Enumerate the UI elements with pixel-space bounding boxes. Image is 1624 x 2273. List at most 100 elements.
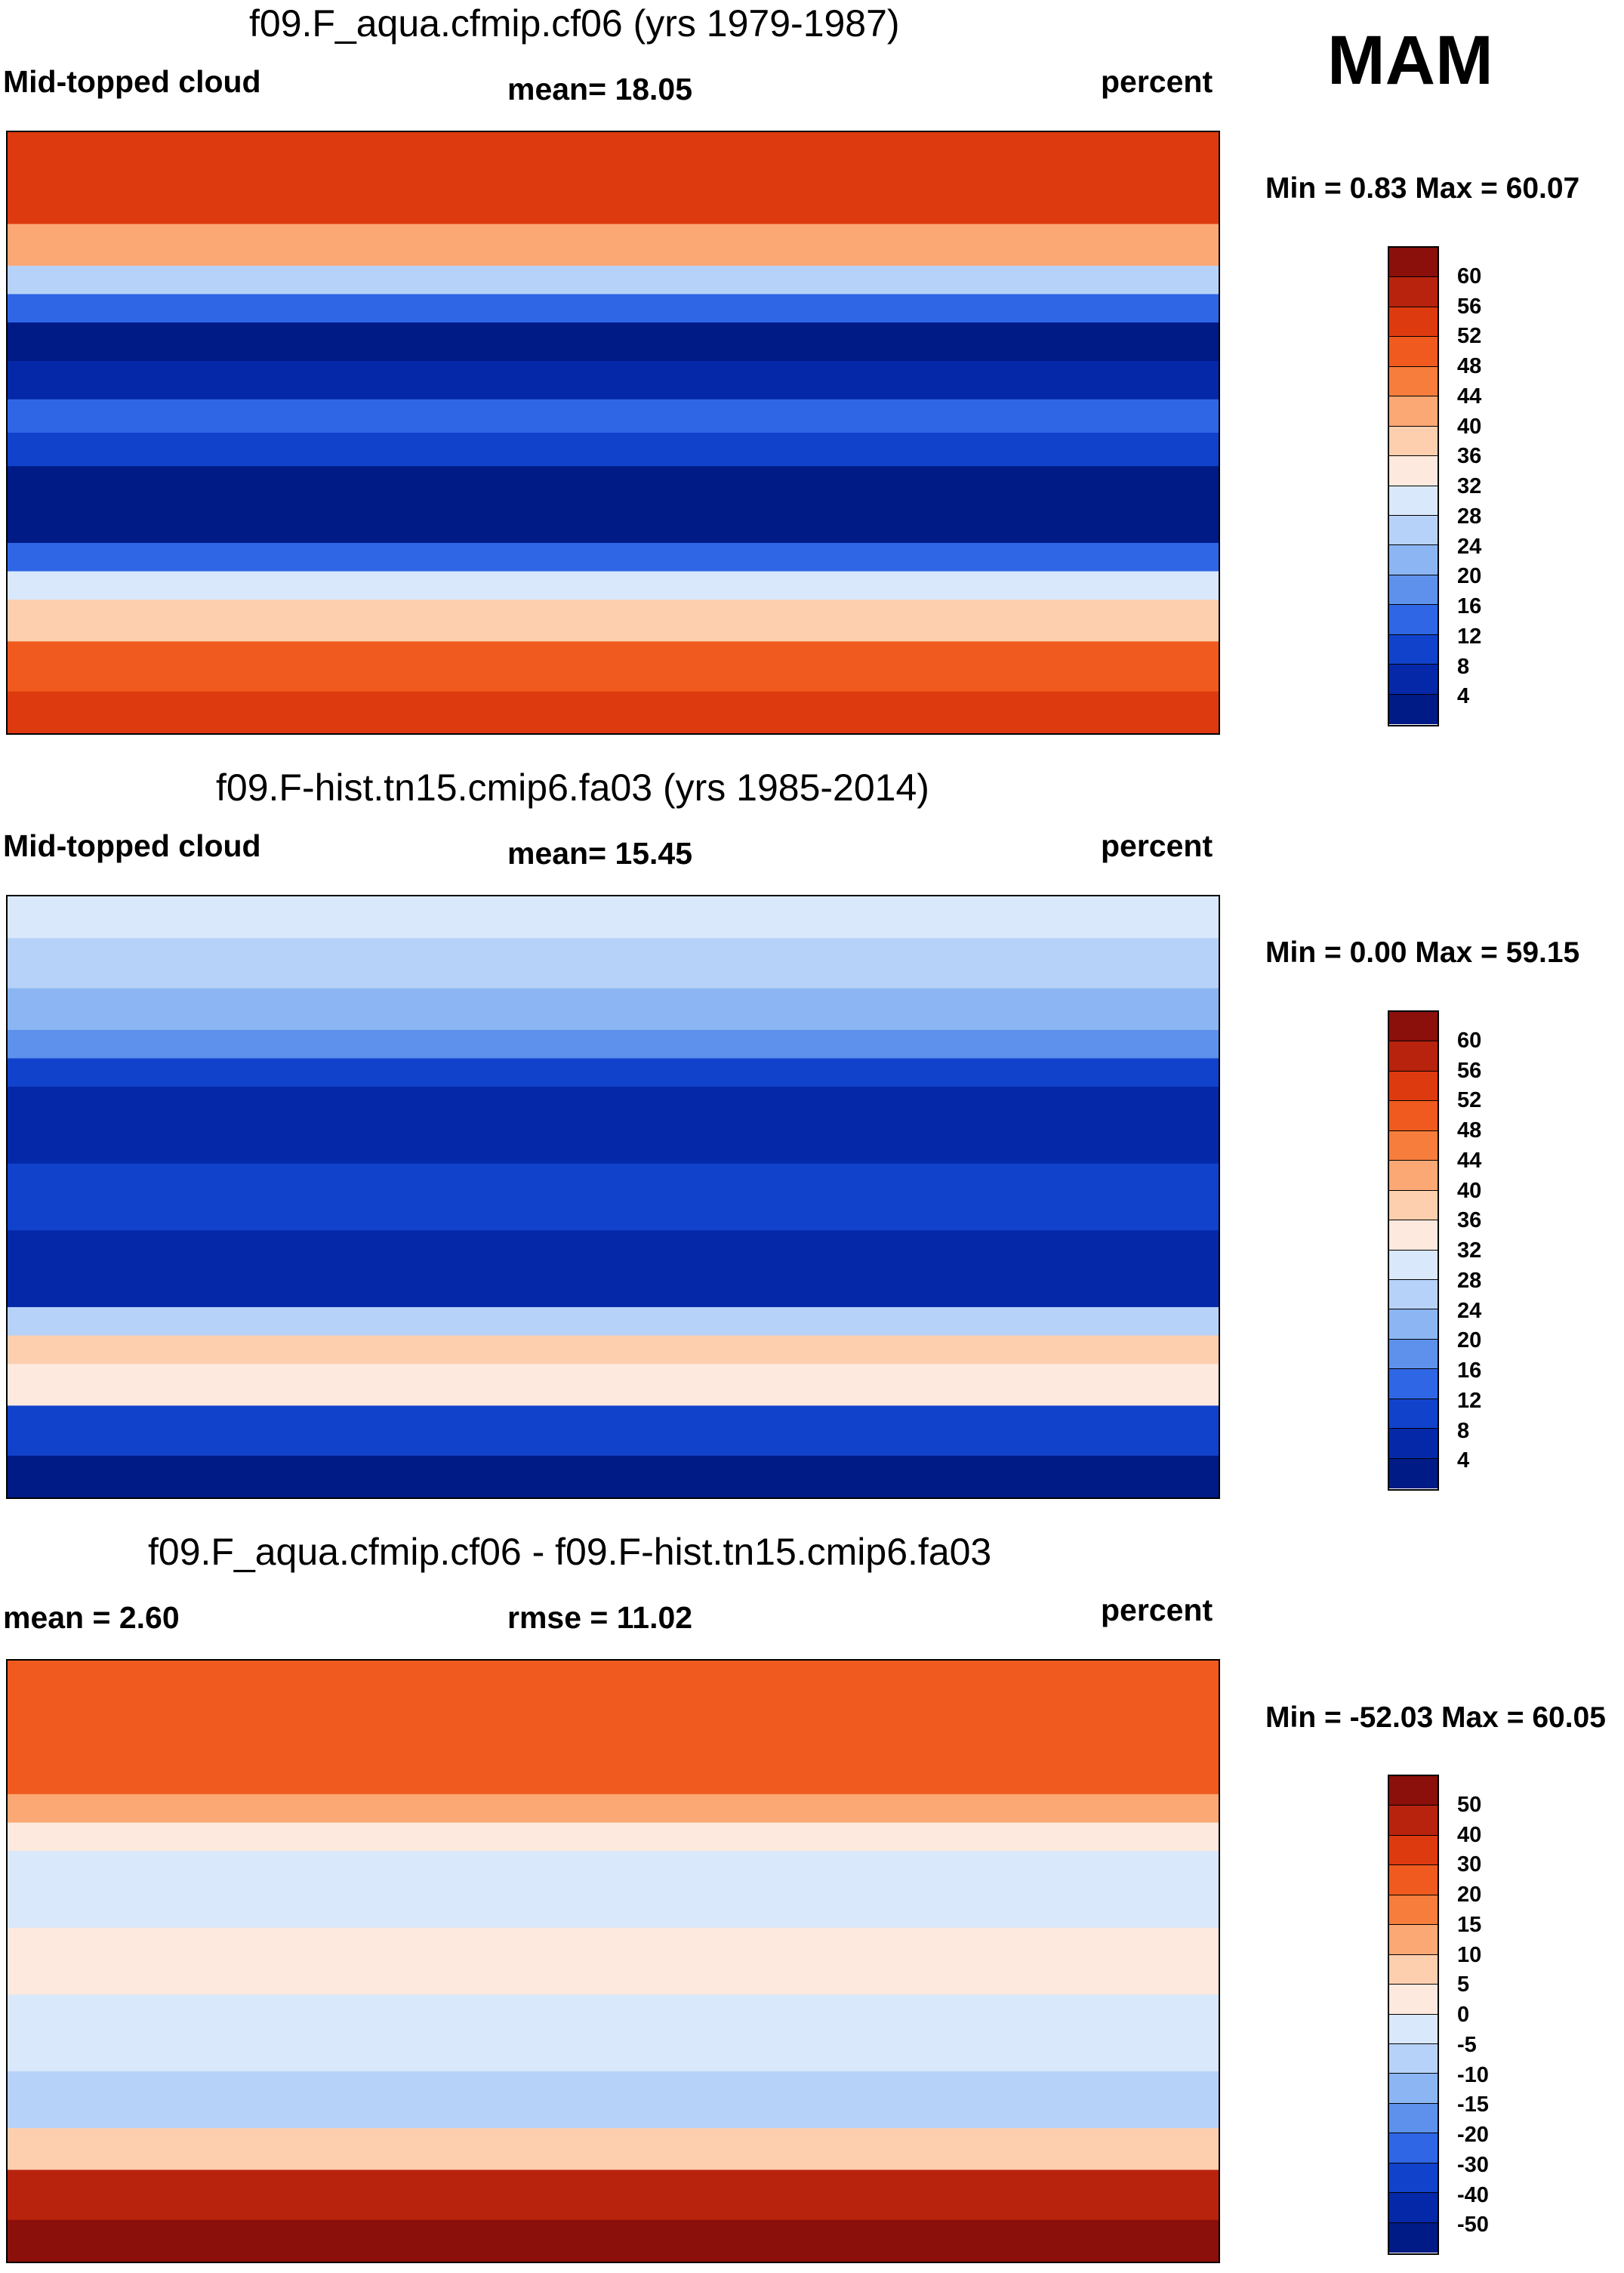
panel-3-colorbar-tick: 20: [1457, 1883, 1482, 1907]
panel-2-colorbar-swatch: [1389, 1190, 1438, 1221]
panel-1-colorbar-tick: 48: [1457, 354, 1482, 378]
panel-1-zonal-band: [8, 542, 1219, 572]
panel-1-colorbar-swatch: [1389, 277, 1438, 307]
panel-3-colorbar-swatch: [1389, 2133, 1438, 2164]
panel-3-colorbar-swatch: [1389, 2103, 1438, 2134]
panel-1-zonal-band: [8, 132, 1219, 175]
panel-2-zonal-band: [8, 896, 1219, 939]
panel-1-zonal-band: [8, 571, 1219, 601]
panel-3-colorbar-swatch: [1389, 2163, 1438, 2194]
panel-3-colorbar-tick: 5: [1457, 1972, 1470, 1997]
panel-1-colorbar-tick: 52: [1457, 324, 1482, 349]
panel-2-colorbar-tick: 36: [1457, 1208, 1482, 1233]
panel-3-colorbar-swatch: [1389, 1806, 1438, 1836]
panel-2-zonal-band: [8, 1058, 1219, 1088]
panel-1-colorbar-tick: 56: [1457, 294, 1482, 319]
panel-2-zonal-band: [8, 1364, 1219, 1407]
panel-1-units-label: percent: [1101, 64, 1213, 99]
panel-1-zonal-band: [8, 294, 1219, 324]
panel-1-colorbar-swatch: [1389, 307, 1438, 338]
panel-3-colorbar-swatch: [1389, 2222, 1438, 2253]
panel-1-map-svg: [8, 132, 1219, 733]
panel-2-colorbar-swatch: [1389, 1071, 1438, 1102]
panel-1-colorbar-tick: 44: [1457, 384, 1482, 409]
panel-2-units-label: percent: [1101, 828, 1213, 863]
panel-2-colorbar-tick: 12: [1457, 1388, 1482, 1413]
panel-3-zonal-band: [8, 2128, 1219, 2171]
panel-3-colorbar-swatch: [1389, 1865, 1438, 1895]
panel-1-colorbar-tick: 40: [1457, 414, 1482, 439]
panel-2-title: f09.F-hist.tn15.cmip6.fa03 (yrs 1985-201…: [216, 766, 929, 809]
panel-3-zonal-band: [8, 2071, 1219, 2101]
panel-1-colorbar-tick: 4: [1457, 684, 1470, 709]
panel-3-colorbar-swatch: [1389, 1925, 1438, 1955]
panel-2-colorbar-tick: 4: [1457, 1448, 1470, 1473]
panel-3-colorbar-swatch: [1389, 1835, 1438, 1866]
panel-3-colorbar-swatch: [1389, 1985, 1438, 2015]
panel-2-zonal-band: [8, 1230, 1219, 1270]
panel-1-mean-label: mean= 18.05: [507, 72, 693, 106]
panel-1-colorbar-swatch: [1389, 634, 1438, 665]
panel-1-colorbar-swatch: [1389, 396, 1438, 427]
panel-1-colorbar-swatch: [1389, 426, 1438, 457]
panel-3-zonal-band: [8, 2219, 1219, 2262]
panel-1-colorbar-swatch: [1389, 366, 1438, 397]
panel-1-zonal-band: [8, 174, 1219, 225]
panel-2-colorbar-tick: 44: [1457, 1148, 1482, 1173]
panel-1-zonal-band: [8, 322, 1219, 362]
panel-1-zonal-band: [8, 399, 1219, 433]
panel-1-colorbar-tick: 28: [1457, 504, 1482, 529]
panel-1-variable-label: Mid-topped cloud: [3, 64, 261, 99]
panel-1-map: [6, 131, 1220, 735]
panel-1-zonal-band: [8, 466, 1219, 506]
panel-3-colorbar-tick: -5: [1457, 2032, 1477, 2057]
panel-2-colorbar-tick: 8: [1457, 1418, 1470, 1443]
panel-2-zonal-band: [8, 1405, 1219, 1457]
panel-2-colorbar-swatch: [1389, 1458, 1438, 1488]
panel-2-mean-label: mean= 15.45: [507, 836, 693, 871]
panel-1-colorbar-tick: 8: [1457, 654, 1470, 679]
panel-1-colorbar-tick: 20: [1457, 564, 1482, 589]
panel-3-colorbar-tick: 30: [1457, 1852, 1482, 1877]
panel-3-colorbar-swatch: [1389, 2043, 1438, 2074]
panel-3-zonal-band: [8, 1752, 1219, 1795]
panel-2-colorbar-tick: 56: [1457, 1058, 1482, 1083]
panel-3-map: [6, 1659, 1220, 2263]
panel-2-minmax: Min = 0.00 Max = 59.15: [1265, 936, 1580, 969]
panel-3-zonal-band: [8, 1889, 1219, 1929]
panel-2-zonal-band: [8, 1124, 1219, 1164]
panel-2-colorbar-tick: 28: [1457, 1268, 1482, 1293]
panel-3-zonal-band: [8, 1994, 1219, 2034]
panel-2-colorbar-swatch: [1389, 1399, 1438, 1429]
panel-3-colorbar-swatch: [1389, 2014, 1438, 2044]
panel-2-map: [6, 895, 1220, 1499]
panel-1-colorbar-swatch: [1389, 248, 1438, 278]
panel-1-colorbar-swatch: [1389, 694, 1438, 724]
panel-2-colorbar-swatch: [1389, 1279, 1438, 1310]
panel-2-map-svg: [8, 896, 1219, 1497]
panel-3-map-svg: [8, 1661, 1219, 2262]
panel-2-colorbar-tick: 16: [1457, 1359, 1482, 1383]
panel-3-zonal-band: [8, 1851, 1219, 1890]
panel-1-colorbar-swatch: [1389, 515, 1438, 546]
panel-3-zonal-band: [8, 1927, 1219, 1962]
panel-1-zonal-band: [8, 360, 1219, 400]
panel-3-colorbar-tick: 0: [1457, 2003, 1470, 2027]
panel-3-zonal-band: [8, 2170, 1219, 2221]
panel-1-title: f09.F_aqua.cfmip.cf06 (yrs 1979-1987): [249, 2, 900, 45]
panel-3-colorbar-swatch: [1389, 2193, 1438, 2223]
panel-2-colorbar-tick: 48: [1457, 1118, 1482, 1143]
panel-1-minmax: Min = 0.83 Max = 60.07: [1265, 172, 1580, 205]
panel-3-colorbar-tick: 15: [1457, 1912, 1482, 1937]
panel-3-colorbar-tick: -30: [1457, 2152, 1489, 2177]
panel-2-colorbar: [1388, 1010, 1439, 1491]
panel-2-colorbar-tick: 52: [1457, 1088, 1482, 1113]
panel-3-colorbar-tick: 10: [1457, 1942, 1482, 1967]
panel-2-colorbar-swatch: [1389, 1012, 1438, 1042]
panel-2-zonal-band: [8, 1455, 1219, 1497]
panel-1-colorbar-swatch: [1389, 486, 1438, 516]
panel-2-zonal-band: [8, 938, 1219, 989]
panel-3-rmse-label: rmse = 11.02: [507, 1600, 693, 1635]
panel-3-colorbar-tick: 40: [1457, 1822, 1482, 1847]
panel-1-colorbar-tick: 24: [1457, 534, 1482, 559]
